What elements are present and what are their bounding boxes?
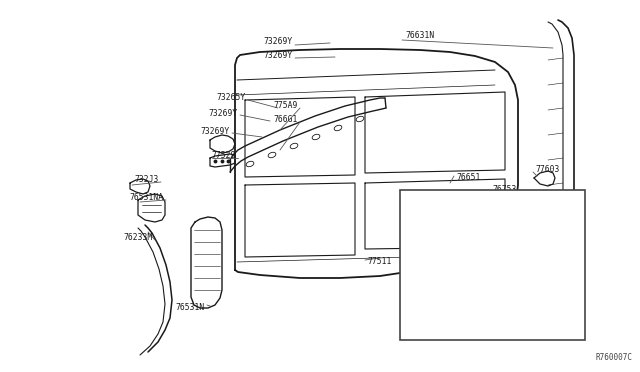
Ellipse shape bbox=[312, 134, 320, 140]
Text: 73265Y: 73265Y bbox=[217, 93, 246, 103]
Ellipse shape bbox=[268, 152, 276, 158]
Text: 77603: 77603 bbox=[535, 166, 559, 174]
Text: R760007C: R760007C bbox=[595, 353, 632, 362]
Text: 77529: 77529 bbox=[212, 151, 236, 160]
Text: 76531N: 76531N bbox=[176, 304, 205, 312]
Text: 76423: 76423 bbox=[450, 308, 474, 317]
Text: 73269Y: 73269Y bbox=[264, 38, 293, 46]
Text: 766G1: 766G1 bbox=[274, 115, 298, 125]
Text: 76651: 76651 bbox=[456, 173, 481, 183]
Text: 73269Y: 73269Y bbox=[201, 126, 230, 135]
Ellipse shape bbox=[246, 161, 254, 167]
Text: 73269Y: 73269Y bbox=[264, 51, 293, 61]
Ellipse shape bbox=[290, 143, 298, 149]
Text: 775A9: 775A9 bbox=[274, 102, 298, 110]
Text: 76233M: 76233M bbox=[124, 234, 153, 243]
Bar bbox=[400, 190, 585, 340]
Ellipse shape bbox=[334, 125, 342, 131]
Text: 73269Y: 73269Y bbox=[209, 109, 238, 118]
Text: 732J3: 732J3 bbox=[134, 176, 159, 185]
Text: 76753: 76753 bbox=[492, 186, 516, 195]
Text: 77511: 77511 bbox=[367, 257, 392, 266]
Text: 76631N: 76631N bbox=[405, 32, 435, 41]
Text: 76531NA: 76531NA bbox=[130, 193, 164, 202]
Ellipse shape bbox=[356, 116, 364, 122]
